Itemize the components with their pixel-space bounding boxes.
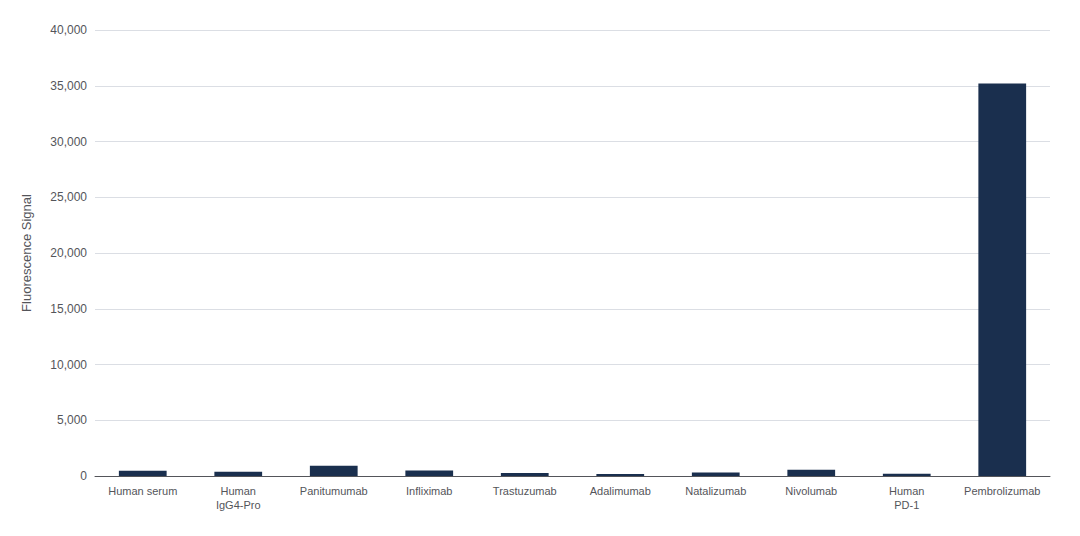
svg-text:PD-1: PD-1 xyxy=(894,499,919,511)
svg-text:Adalimumab: Adalimumab xyxy=(590,485,651,497)
svg-text:0: 0 xyxy=(80,469,87,483)
svg-text:IgG4-Pro: IgG4-Pro xyxy=(216,499,261,511)
svg-text:Panitumumab: Panitumumab xyxy=(300,485,368,497)
svg-text:Human: Human xyxy=(221,485,256,497)
svg-text:Infliximab: Infliximab xyxy=(406,485,452,497)
svg-text:40,000: 40,000 xyxy=(50,23,87,37)
svg-text:Human serum: Human serum xyxy=(108,485,177,497)
svg-text:10,000: 10,000 xyxy=(50,358,87,372)
svg-text:25,000: 25,000 xyxy=(50,190,87,204)
svg-text:20,000: 20,000 xyxy=(50,246,87,260)
svg-text:30,000: 30,000 xyxy=(50,135,87,149)
svg-text:Trastuzumab: Trastuzumab xyxy=(493,485,557,497)
svg-text:Pembrolizumab: Pembrolizumab xyxy=(964,485,1040,497)
svg-text:15,000: 15,000 xyxy=(50,302,87,316)
svg-text:Fluorescence Signal: Fluorescence Signal xyxy=(19,194,34,312)
svg-text:Nivolumab: Nivolumab xyxy=(785,485,837,497)
svg-text:Natalizumab: Natalizumab xyxy=(685,485,746,497)
svg-text:35,000: 35,000 xyxy=(50,79,87,93)
svg-text:5,000: 5,000 xyxy=(57,413,87,427)
svg-text:Human: Human xyxy=(889,485,924,497)
